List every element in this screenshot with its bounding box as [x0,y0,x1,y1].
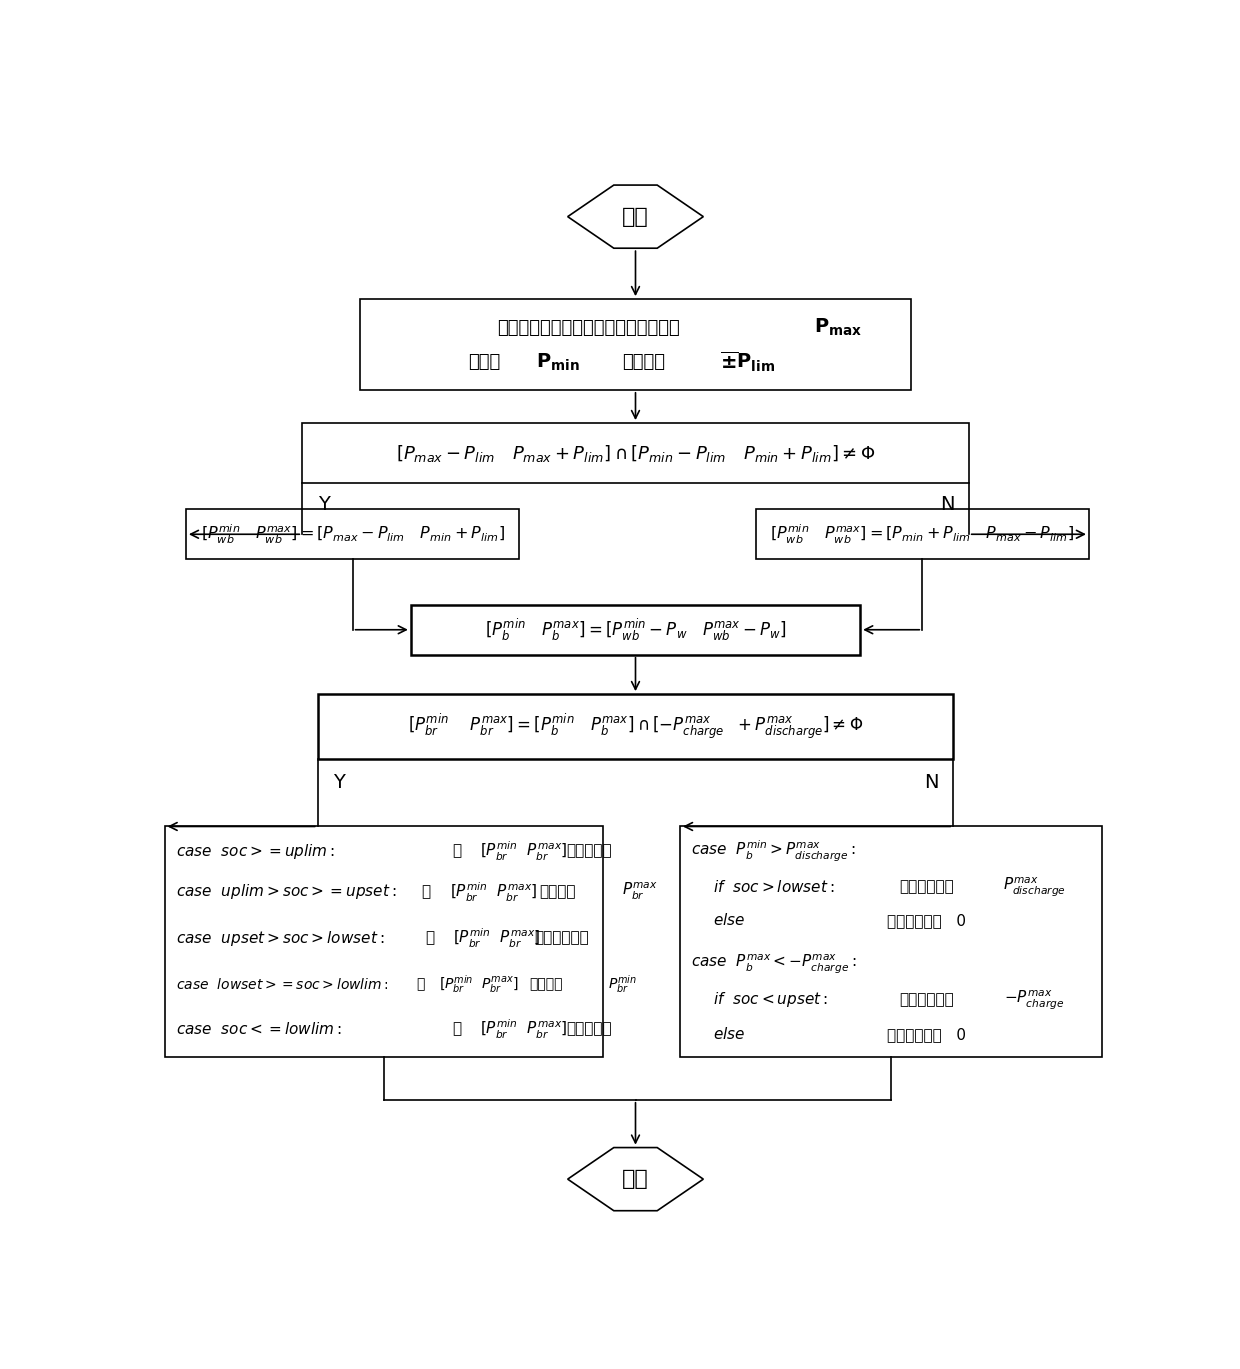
Text: 出力给定值取: 出力给定值取 [899,993,954,1008]
Text: $if\ \ soc>lowset:$: $if\ \ soc>lowset:$ [713,879,835,894]
Text: $\mathbf{P_{max}}$: $\mathbf{P_{max}}$ [815,316,863,338]
Text: 出力给定值取   0: 出力给定值取 0 [887,1027,966,1042]
Text: $case\ \ soc<=lowlim:$: $case\ \ soc<=lowlim:$ [176,1021,341,1036]
Text: 开始: 开始 [622,207,649,227]
Text: 取: 取 [417,977,425,991]
Bar [165,827,603,1057]
Text: 取: 取 [453,843,461,858]
Bar [410,605,861,654]
Text: $-P_{charge}^{max}$: $-P_{charge}^{max}$ [1004,988,1065,1012]
Text: $case\ \ lowset>=soc>lowlim:$: $case\ \ lowset>=soc>lowlim:$ [176,977,388,991]
Text: $[P_{br}^{min}\ \ P_{br}^{max}]$: $[P_{br}^{min}\ \ P_{br}^{max}]$ [481,839,568,862]
Text: $[P_{br}^{min}\ \ P_{br}^{max}]$: $[P_{br}^{min}\ \ P_{br}^{max}]$ [449,880,537,904]
Text: Y: Y [317,496,330,515]
Text: N: N [940,496,955,515]
Text: 滚动计算一定时间尺度内的风储最大值: 滚动计算一定时间尺度内的风储最大值 [497,319,681,337]
Polygon shape [568,185,703,248]
Text: $case\ \ soc>=uplim:$: $case\ \ soc>=uplim:$ [176,842,335,861]
Text: 取: 取 [453,1021,461,1036]
Text: 出力给定值取: 出力给定值取 [899,879,954,894]
Text: $[P_{max}-P_{lim}\ \ \ P_{max}+P_{lim}]\cap[P_{min}-P_{lim}\ \ \ P_{min}+P_{lim}: $[P_{max}-P_{lim}\ \ \ P_{max}+P_{lim}]\… [396,442,875,464]
Text: $[P_{br}^{min}\ \ P_{br}^{max}]$: $[P_{br}^{min}\ \ P_{br}^{max}]$ [454,927,541,950]
Text: $if\ \ soc<upset:$: $if\ \ soc<upset:$ [713,990,827,1009]
Text: $\mathbf{P_{min}}$: $\mathbf{P_{min}}$ [536,352,580,372]
Text: $[P_{wb}^{min}\ \ \ P_{wb}^{max}]=[P_{min}+P_{lim}\ \ \ P_{max}-P_{lim}]$: $[P_{wb}^{min}\ \ \ P_{wb}^{max}]=[P_{mi… [770,523,1074,546]
Text: $case\ \ P_{b}^{max}<-P_{charge}^{max}:$: $case\ \ P_{b}^{max}<-P_{charge}^{max}:$ [691,951,857,975]
Text: $\mathbf{\overline{\pm}P_{lim}}$: $\mathbf{\overline{\pm}P_{lim}}$ [720,350,775,374]
Text: $else$: $else$ [713,1027,745,1042]
Bar [317,694,954,760]
Text: 结束: 结束 [622,1169,649,1190]
Text: $P_{br}^{max}$: $P_{br}^{max}$ [621,882,657,902]
Text: $P_{discharge}^{max}$: $P_{discharge}^{max}$ [1003,875,1066,898]
Bar [680,827,1102,1057]
Text: $case\ \ upset>soc>lowset:$: $case\ \ upset>soc>lowset:$ [176,928,384,947]
Text: 出力给定值取   0: 出力给定值取 0 [887,913,966,928]
Text: $case\ \ uplim>soc>=upset:$: $case\ \ uplim>soc>=upset:$ [176,883,396,901]
Bar [303,423,968,483]
Text: 取: 取 [425,931,435,946]
Text: 中下限值: 中下限值 [529,977,563,991]
Text: $[P_{b}^{min}\ \ \ P_{b}^{max}]=[P_{wb}^{min}-P_{w}\ \ \ P_{wb}^{max}-P_{w}]$: $[P_{b}^{min}\ \ \ P_{b}^{max}]=[P_{wb}^… [485,616,786,643]
Text: N: N [924,773,939,793]
Text: $[P_{br}^{min}\ \ P_{br}^{max}]$: $[P_{br}^{min}\ \ P_{br}^{max}]$ [481,1017,568,1040]
Text: 中最小负值: 中最小负值 [567,1021,611,1036]
Bar [755,509,1089,560]
Polygon shape [568,1147,703,1210]
Text: Y: Y [334,773,346,793]
Text: 中上限值: 中上限值 [539,884,577,899]
Text: 中最大正值: 中最大正值 [567,843,611,858]
Text: $P_{br}^{min}$: $P_{br}^{min}$ [608,973,637,995]
Text: 取: 取 [422,884,430,899]
Text: $[P_{br}^{min}\ \ P_{br}^{max}]$: $[P_{br}^{min}\ \ P_{br}^{max}]$ [439,973,520,995]
Text: 最小值: 最小值 [469,353,501,371]
Text: $case\ \ P_{b}^{min}>P_{discharge}^{max}:$: $case\ \ P_{b}^{min}>P_{discharge}^{max}… [691,839,856,864]
Text: $[P_{br}^{min}\ \ \ \ P_{br}^{max}]=[P_{b}^{min}\ \ \ P_{b}^{max}]\cap[-P_{charg: $[P_{br}^{min}\ \ \ \ P_{br}^{max}]=[P_{… [408,712,863,742]
Text: 波动限值: 波动限值 [621,353,665,371]
Text: 中接近零的值: 中接近零的值 [534,931,589,946]
Text: $else$: $else$ [713,912,745,928]
Bar [186,509,520,560]
Text: $[P_{wb}^{min}\ \ \ P_{wb}^{max}]=[P_{max}-P_{lim}\ \ \ P_{min}+P_{lim}]$: $[P_{wb}^{min}\ \ \ P_{wb}^{max}]=[P_{ma… [201,523,505,546]
Bar [361,298,910,390]
